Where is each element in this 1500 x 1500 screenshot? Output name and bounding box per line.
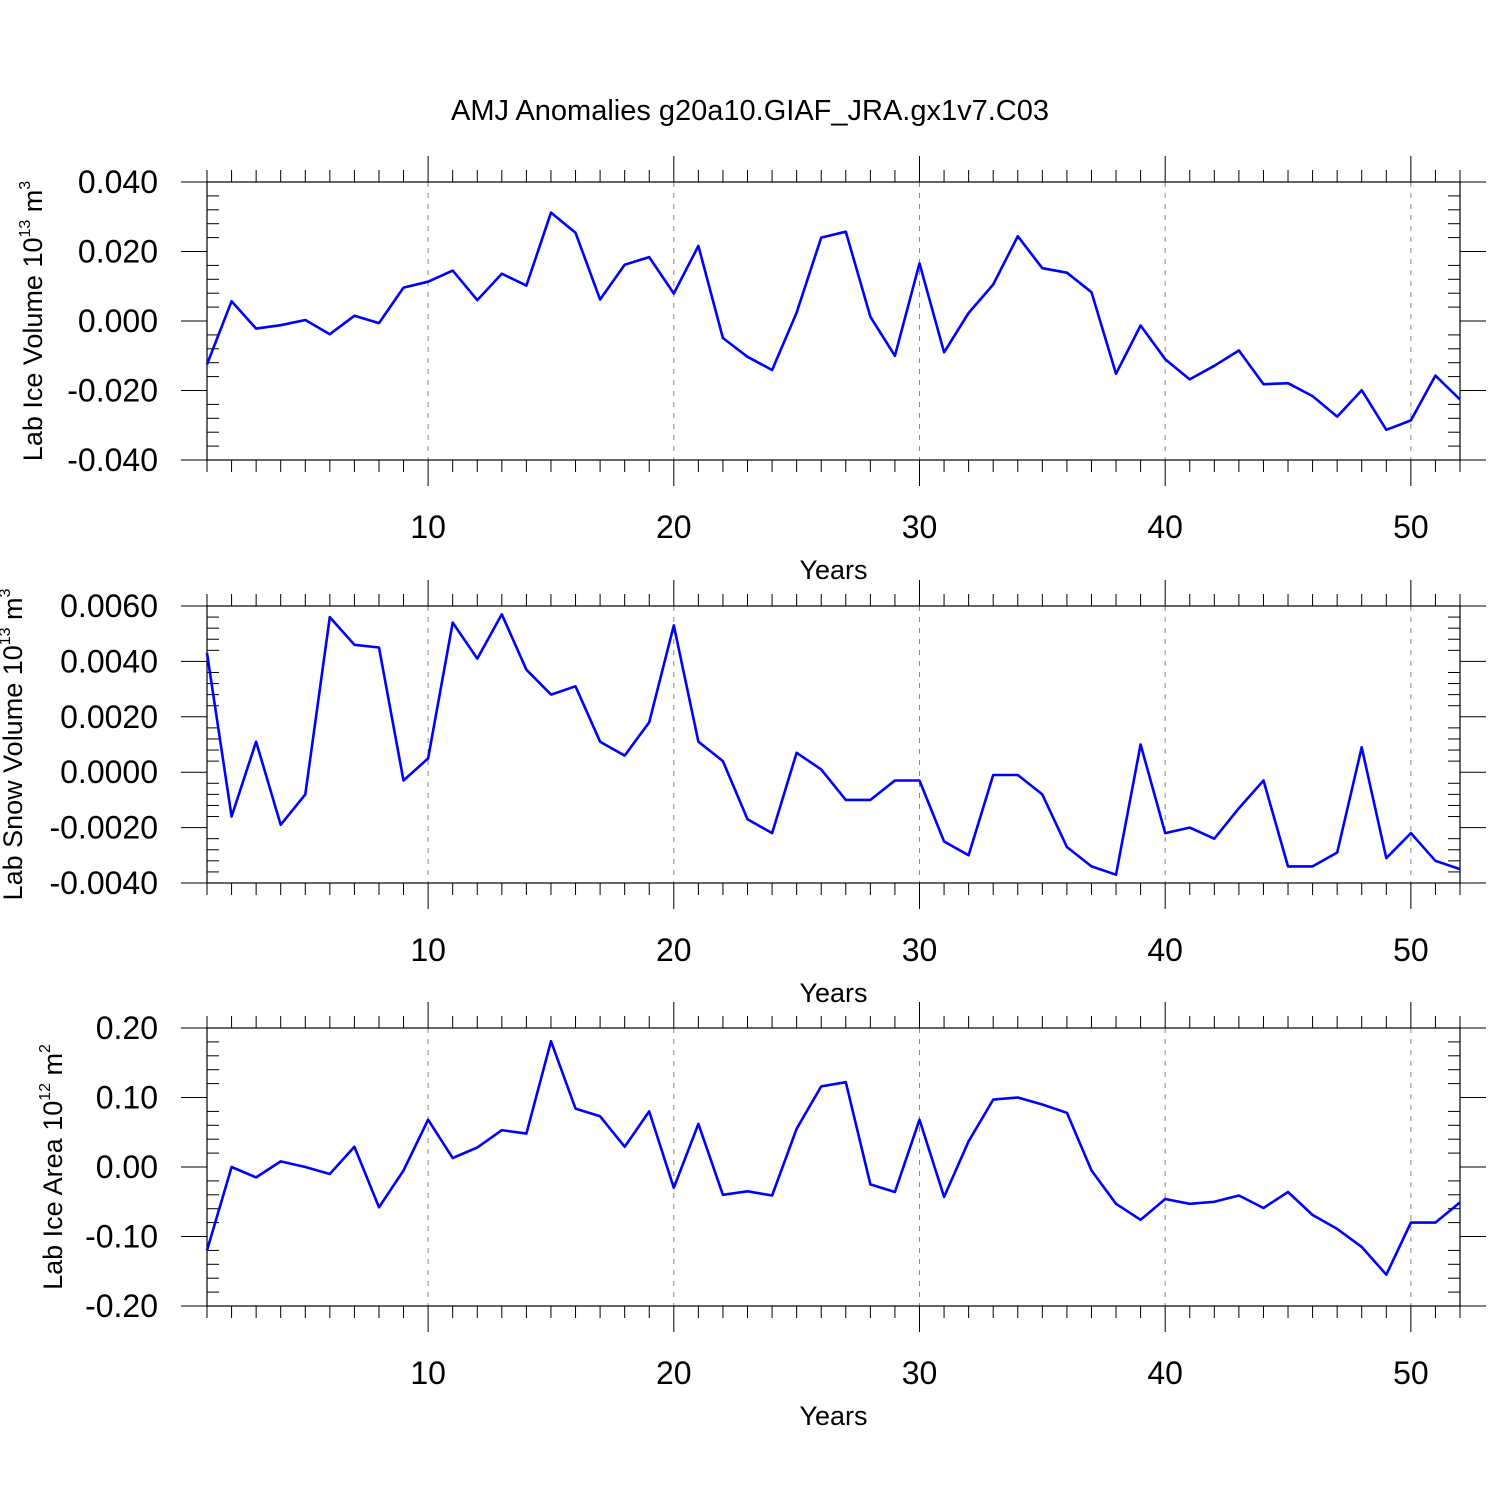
x-tick-label: 50	[1393, 932, 1429, 968]
y-tick-label: -0.020	[67, 373, 158, 409]
y-axis-label-exponent: 12	[37, 1083, 54, 1101]
y-tick-label: -0.040	[67, 442, 158, 478]
y-tick-label: 0.020	[78, 234, 158, 270]
x-tick-label: 30	[902, 509, 938, 545]
y-axis-label-unit-exponent: 3	[0, 588, 14, 597]
x-tick-label: 10	[410, 932, 446, 968]
series-line	[205, 211, 1461, 432]
series-line	[205, 612, 1461, 877]
x-tick-label: 40	[1147, 932, 1183, 968]
x-axis-label: Years	[799, 1401, 867, 1431]
y-axis-label-text: Lab Ice Area 10	[38, 1101, 68, 1290]
y-tick-label: -0.0040	[49, 865, 158, 901]
x-tick-label: 20	[656, 932, 692, 968]
y-tick-label: 0.0060	[60, 588, 158, 624]
x-tick-label: 10	[410, 509, 446, 545]
x-tick-label: 30	[902, 1355, 938, 1391]
y-tick-label: 0.040	[78, 164, 158, 200]
x-tick-label: 40	[1147, 509, 1183, 545]
figure-title: AMJ Anomalies g20a10.GIAF_JRA.gx1v7.C03	[451, 95, 1049, 127]
y-tick-label: -0.0020	[49, 810, 158, 846]
x-tick-label: 20	[656, 509, 692, 545]
x-axis-label: Years	[799, 555, 867, 585]
x-tick-label: 50	[1393, 509, 1429, 545]
y-axis-label: Lab Ice Area 1012 m2	[37, 1044, 68, 1290]
y-axis-label-unit: m	[18, 190, 48, 220]
x-tick-label: 40	[1147, 1355, 1183, 1391]
y-tick-label: 0.000	[78, 303, 158, 339]
y-axis-label-text: Lab Snow Volume 10	[0, 645, 28, 900]
plot-frame	[206, 181, 1461, 461]
y-tick-label: 0.0040	[60, 643, 158, 679]
x-axis-label: Years	[799, 978, 867, 1008]
y-axis-label-unit-exponent: 3	[17, 181, 34, 190]
panels: 10 20 30 40 50 -0.040 -0.020 0.000 0.020 0.040 Yea…	[0, 156, 1486, 1431]
y-axis-label-unit-exponent: 2	[37, 1044, 54, 1053]
series-line	[205, 1039, 1461, 1276]
y-tick-label: 0.00	[96, 1149, 158, 1185]
y-axis-label-unit: m	[38, 1053, 68, 1083]
y-tick-label: 0.0000	[60, 754, 158, 790]
y-axis-label-exponent: 13	[17, 220, 34, 238]
plot-frame	[206, 605, 1461, 884]
y-tick-label: -0.20	[85, 1288, 158, 1324]
y-tick-label: -0.10	[85, 1219, 158, 1255]
y-axis-label-unit: m	[0, 597, 28, 627]
y-axis-label-text: Lab Ice Volume 10	[18, 238, 48, 462]
x-tick-label: 20	[656, 1355, 692, 1391]
panel-1: 10 20 30 40 50 -0.040 -0.020 0.000 0.020 0.040 Yea…	[17, 156, 1486, 585]
x-tick-label: 50	[1393, 1355, 1429, 1391]
x-tick-label: 30	[902, 932, 938, 968]
plot-frame	[206, 1027, 1461, 1307]
y-tick-label: 0.0020	[60, 699, 158, 735]
y-tick-label: 0.10	[96, 1080, 158, 1116]
y-tick-label: 0.20	[96, 1010, 158, 1046]
x-tick-label: 10	[410, 1355, 446, 1391]
panel-2: 10 20 30 40 50 -0.0040 -0.0020 0.0000 0.0020 0.00…	[0, 580, 1486, 1008]
y-axis-label-exponent: 13	[0, 627, 14, 645]
y-axis-label: Lab Ice Volume 1013 m3	[17, 181, 48, 461]
panel-3: 10 20 30 40 50 -0.20 -0.10 0.00 0.10 0.20 Years Lab…	[37, 1002, 1486, 1431]
y-axis-label: Lab Snow Volume 1013 m3	[0, 588, 28, 900]
